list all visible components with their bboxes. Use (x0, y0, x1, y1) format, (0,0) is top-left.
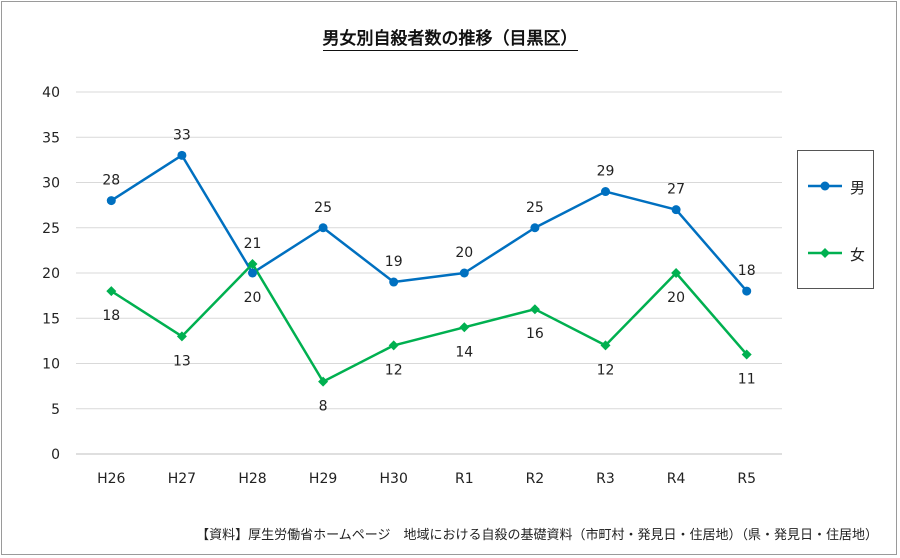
data-label: 33 (173, 127, 191, 143)
y-tick-label: 10 (42, 357, 60, 373)
data-point (600, 340, 611, 351)
data-point (601, 187, 610, 197)
x-tick-label: R3 (596, 471, 615, 487)
data-label: 12 (385, 362, 403, 378)
data-point (671, 205, 681, 215)
x-tick-label: H30 (380, 471, 408, 487)
y-tick-label: 20 (42, 266, 60, 282)
data-point (529, 304, 540, 315)
data-label: 13 (173, 353, 191, 369)
data-label: 21 (244, 236, 262, 252)
y-tick-label: 0 (51, 447, 60, 463)
data-label: 20 (455, 245, 473, 261)
data-label: 20 (244, 290, 262, 306)
data-point (106, 286, 117, 297)
data-label: 25 (526, 200, 544, 216)
data-label: 16 (526, 326, 544, 342)
data-point (389, 277, 399, 287)
data-point (671, 268, 682, 278)
legend-item-male: 男 (806, 177, 872, 197)
data-point (106, 196, 116, 206)
data-point (741, 349, 752, 360)
series-line-1 (110, 262, 748, 383)
data-point (247, 258, 258, 269)
y-tick-label: 40 (42, 85, 60, 101)
data-label: 29 (597, 164, 615, 180)
data-point (248, 268, 257, 278)
data-point (742, 286, 752, 296)
data-label: 28 (102, 173, 120, 189)
data-label: 27 (667, 182, 685, 198)
x-tick-label: H27 (168, 471, 196, 487)
data-label: 12 (597, 362, 615, 378)
legend-label-female: 女 (850, 246, 866, 264)
x-tick-label: R2 (526, 471, 545, 487)
data-point (176, 331, 187, 342)
legend: 男 女 (797, 150, 874, 289)
legend-marker-male (808, 181, 842, 191)
x-tick-label: H29 (309, 471, 337, 487)
x-tick-label: R1 (455, 471, 474, 487)
data-point (318, 223, 328, 233)
data-point (530, 223, 540, 233)
y-tick-label: 25 (42, 221, 60, 237)
source-note: 【資料】厚生労働省ホームページ 地域における自殺の基礎資料（市町村・発見日・住居… (196, 528, 878, 543)
data-point (459, 268, 469, 278)
y-tick-label: 30 (42, 176, 60, 192)
data-label: 14 (455, 344, 473, 360)
data-point (459, 322, 470, 333)
y-tick-label: 5 (51, 402, 60, 418)
x-tick-label: R4 (667, 471, 686, 487)
data-point (177, 150, 187, 160)
x-tick-label: R5 (737, 471, 756, 487)
data-label: 11 (738, 371, 756, 387)
data-label: 8 (319, 399, 328, 415)
data-label: 18 (738, 263, 756, 279)
x-tick-label: H26 (97, 471, 125, 487)
chart-title: 男女別自殺者数の推移（目黒区） (322, 29, 578, 51)
data-label: 20 (667, 290, 685, 306)
data-label: 25 (314, 200, 332, 216)
legend-marker-female (808, 248, 842, 258)
legend-item-female: 女 (806, 244, 872, 264)
data-point (318, 376, 329, 387)
x-tick-label: H28 (238, 471, 266, 487)
data-label: 19 (385, 254, 403, 270)
legend-label-male: 男 (850, 179, 866, 197)
y-tick-label: 35 (42, 130, 60, 146)
series-line-0 (110, 154, 748, 292)
data-label: 18 (102, 308, 120, 324)
y-tick-label: 15 (42, 311, 60, 327)
data-point (388, 340, 399, 351)
